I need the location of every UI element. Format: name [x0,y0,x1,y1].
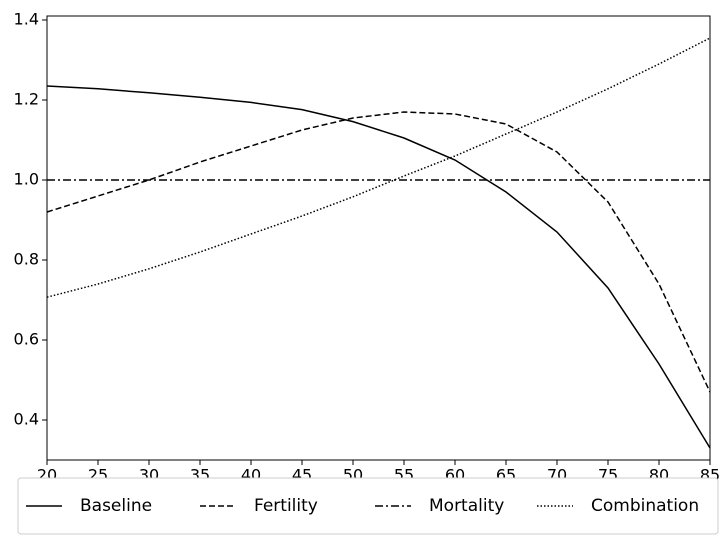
legend-label: Combination [591,496,699,516]
legend-label: Fertility [254,496,318,516]
y-tick-label: 0.6 [14,330,39,349]
y-tick-label: 1.4 [14,10,39,29]
series-line [46,37,711,298]
y-tick-label: 1.0 [14,170,39,189]
legend-label: Baseline [80,496,152,516]
y-tick-label: 0.4 [14,410,39,429]
y-tick-label: 1.2 [14,90,39,109]
legend-box [17,477,719,535]
series-line [46,111,711,393]
plot-frame [46,15,711,461]
series-line [46,85,711,449]
y-tick-label: 0.8 [14,250,39,269]
legend-label: Mortality [429,496,504,516]
